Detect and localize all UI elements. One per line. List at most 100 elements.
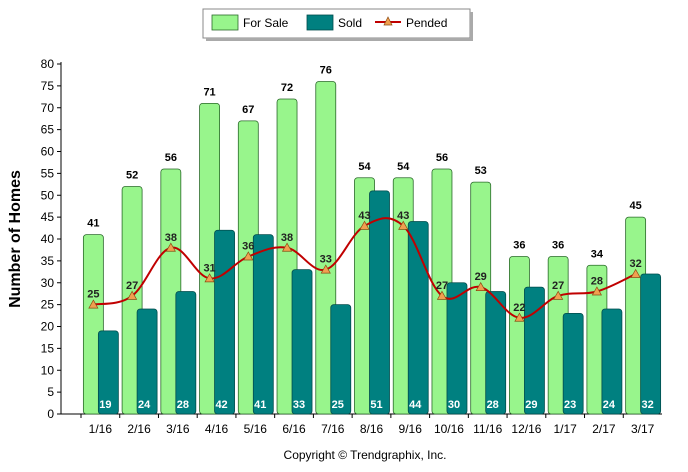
sold-bar [214, 229, 235, 415]
for-sale-value-label: 72 [281, 82, 293, 94]
sold-bar [446, 282, 468, 415]
x-tick-label: 1/16 [89, 422, 113, 436]
pended-marker [630, 268, 641, 278]
x-tick-label: 11/16 [473, 422, 502, 436]
for-sale-value-label: 45 [630, 200, 642, 212]
y-tick-label: 35 [41, 254, 55, 268]
y-tick-label: 60 [41, 145, 55, 159]
pended-value-label: 25 [87, 289, 99, 301]
for-sale-value-label: 54 [397, 161, 410, 173]
x-tick-label: 12/16 [511, 422, 541, 436]
for-sale-value-label: 53 [475, 165, 487, 177]
legend-swatch-for-sale [211, 14, 239, 31]
x-tick-label: 1/17 [553, 422, 577, 436]
sold-value-label: 28 [177, 399, 189, 411]
x-tick-label: 5/16 [244, 422, 268, 436]
x-tick-label: 3/16 [166, 422, 190, 436]
x-tick-label: 2/16 [127, 422, 151, 436]
sold-bar [369, 190, 390, 415]
sold-bar [175, 291, 197, 415]
y-tick-label: 80 [41, 57, 55, 71]
y-tick-label: 0 [47, 407, 54, 421]
x-tick-label: 6/16 [282, 422, 306, 436]
legend-label-pended: Pended [406, 16, 447, 30]
pended-line-layer [88, 217, 641, 322]
for-sale-value-label: 34 [591, 248, 604, 260]
pended-value-label: 28 [591, 276, 603, 288]
sold-bar [562, 312, 584, 415]
legend: For Sale Sold Pended [202, 8, 473, 41]
sold-value-label: 32 [642, 399, 654, 411]
pended-value-label: 27 [126, 280, 138, 292]
pended-marker [514, 312, 525, 322]
sold-value-label: 42 [215, 399, 227, 411]
pended-value-label: 43 [397, 210, 409, 222]
pended-marker [281, 242, 293, 252]
sold-bar [601, 308, 623, 415]
sold-bar [97, 330, 119, 415]
sold-value-label: 24 [603, 399, 616, 411]
y-tick-label: 40 [41, 232, 55, 246]
pended-value-label: 32 [630, 258, 642, 270]
sold-value-label: 29 [525, 399, 537, 411]
legend-box [202, 8, 471, 39]
sold-bar [407, 221, 429, 415]
sold-value-label: 51 [370, 399, 382, 411]
sold-value-label: 33 [293, 399, 305, 411]
y-tick-label: 15 [41, 341, 55, 355]
pended-value-label: 33 [320, 254, 332, 266]
sold-bar [640, 273, 662, 415]
x-tick-label: 9/16 [399, 422, 423, 436]
bars [82, 81, 662, 415]
x-tick-label: 7/16 [321, 422, 345, 436]
for-sale-value-label: 41 [87, 218, 99, 230]
pended-marker [398, 220, 409, 230]
for-sale-value-label: 52 [126, 170, 138, 182]
y-tick-label: 30 [41, 276, 55, 290]
sold-value-label: 28 [487, 399, 499, 411]
sold-bar [330, 304, 352, 415]
pended-value-label: 38 [165, 232, 177, 244]
pended-marker [127, 290, 138, 300]
y-tick-label: 70 [41, 101, 55, 115]
pended-value-label: 27 [436, 280, 448, 292]
x-tick-label: 10/16 [434, 422, 464, 436]
pended-marker [359, 220, 370, 230]
sold-value-label: 25 [332, 399, 344, 411]
for-sale-value-label: 36 [552, 240, 564, 252]
sold-value-label: 41 [254, 399, 266, 411]
pended-value-label: 38 [281, 232, 293, 244]
sold-bar [524, 286, 545, 415]
for-sale-value-label: 54 [358, 161, 371, 173]
x-tick-label: 8/16 [360, 422, 384, 436]
sold-bar [485, 291, 507, 415]
legend-shadow-bottom [206, 38, 473, 41]
sold-value-label: 30 [448, 399, 460, 411]
for-sale-value-label: 36 [513, 240, 525, 252]
sold-bar [252, 234, 274, 415]
pended-marker [243, 251, 254, 261]
sold-value-label: 24 [138, 399, 151, 411]
sold-bar [136, 308, 158, 415]
y-tick-label: 65 [41, 123, 55, 137]
sold-value-label: 44 [409, 399, 422, 411]
y-tick-label: 20 [41, 320, 55, 334]
y-tick-label: 75 [41, 79, 55, 93]
legend-swatch-sold [306, 14, 334, 31]
pended-marker [165, 242, 176, 252]
y-tick-label: 25 [41, 298, 55, 312]
x-tick-label: 4/16 [205, 422, 229, 436]
pended-value-label: 29 [475, 271, 487, 283]
legend-swatch-pended-marker [383, 16, 393, 26]
pended-value-label: 22 [513, 302, 525, 314]
axes: 0 5 10 15 20 25 30 35 40 45 50 55 60 65 70 75 80 1/16 2/16… [41, 57, 662, 436]
for-sale-value-label: 56 [165, 152, 177, 164]
for-sale-value-label: 56 [436, 152, 448, 164]
sold-value-label: 23 [564, 399, 576, 411]
data-labels: 41 19 52 24 56 28 71 42 67 41 72 33 76 25 54 51 54 44 56 30… [87, 65, 654, 412]
sold-value-label: 19 [99, 399, 111, 411]
pended-marker [88, 299, 99, 309]
pended-value-label: 31 [203, 262, 215, 274]
